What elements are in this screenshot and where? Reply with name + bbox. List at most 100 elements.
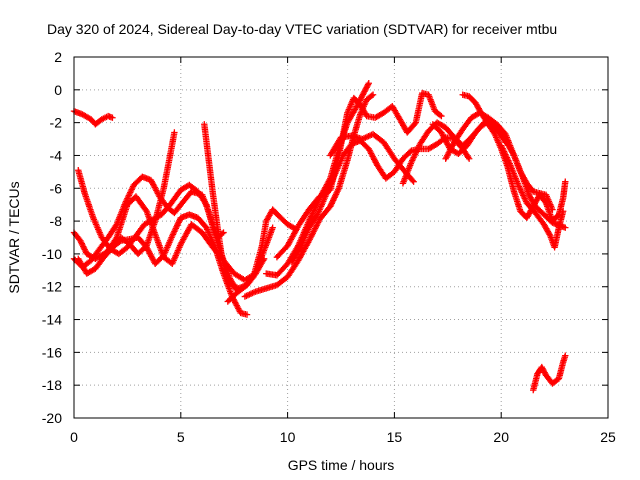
data-point-run	[409, 142, 423, 164]
data-point-run	[90, 216, 105, 240]
data-point-run	[479, 112, 491, 127]
data-point-run	[543, 201, 556, 223]
data-point	[410, 178, 417, 185]
data-point	[243, 311, 251, 318]
data-point-run	[405, 120, 418, 135]
data-point-run	[357, 102, 370, 118]
data-point	[562, 352, 569, 359]
data-point-run	[103, 235, 119, 256]
data-point-run	[277, 214, 290, 227]
plot-frame	[73, 56, 609, 419]
data-point	[171, 129, 178, 136]
data-point-run	[296, 207, 312, 228]
data-point-run	[189, 222, 205, 235]
data-point	[269, 224, 276, 231]
data-point-run	[209, 191, 221, 226]
data-point-run	[242, 274, 256, 289]
data-point-run	[328, 135, 344, 158]
data-point-run	[541, 222, 553, 238]
data-point-run	[366, 147, 380, 168]
data-point-run	[85, 266, 98, 276]
data-point-run	[556, 360, 566, 381]
y-tick-label: -2	[50, 115, 63, 131]
data-point-run	[93, 117, 104, 127]
data-point-run	[504, 165, 517, 194]
series-arc-1	[70, 107, 116, 128]
data-point-run	[195, 215, 209, 230]
data-point-run	[364, 92, 375, 102]
data-point-run	[511, 153, 526, 179]
y-tick-label: -20	[42, 410, 62, 426]
data-point-run	[533, 204, 546, 217]
data-point-run	[151, 212, 164, 222]
data-point-run	[75, 168, 88, 195]
data-point-run	[214, 222, 225, 256]
series-arc-10	[263, 80, 372, 279]
data-point-run	[490, 122, 504, 137]
data-point	[562, 224, 569, 231]
data-point-run	[550, 376, 561, 386]
data-point-run	[511, 189, 524, 213]
data-point-run	[323, 173, 338, 197]
data-point-run	[285, 224, 301, 248]
series-arc-9	[241, 91, 377, 300]
data-point-run	[167, 131, 178, 157]
data-point-run	[239, 310, 249, 318]
data-point-run	[358, 138, 371, 151]
data-point-run	[533, 211, 547, 227]
y-tick-label: -12	[42, 279, 62, 295]
y-tick-label: -10	[42, 246, 62, 262]
y-tick-label: -6	[50, 180, 63, 196]
y-axis-label: SDTVAR / TECUs	[6, 181, 22, 293]
data-point-run	[524, 201, 538, 215]
data-point-run	[451, 127, 466, 145]
data-point-run	[420, 90, 431, 98]
data-point-run	[159, 202, 173, 217]
data-point-run	[384, 169, 397, 181]
data-point-run	[400, 148, 414, 161]
data-point-run	[88, 247, 102, 263]
y-tick-labels: -20-18-16-14-12-10-8-6-4-202	[42, 49, 62, 426]
data-point-run	[105, 222, 119, 240]
data-point-run	[443, 125, 457, 140]
data-point-run	[531, 188, 542, 196]
data-point-run	[515, 183, 530, 205]
data-point-run	[117, 245, 130, 257]
data-point-run	[306, 212, 320, 230]
data-point-run	[539, 365, 549, 378]
data-point-run	[460, 115, 474, 131]
data-point-run	[135, 235, 149, 250]
x-tick-label: 0	[70, 429, 78, 445]
data-point-run	[100, 113, 110, 122]
data-point	[369, 91, 377, 98]
data-point-run	[178, 222, 194, 246]
data-point-run	[332, 153, 346, 177]
data-point-run	[461, 91, 471, 100]
data-point-run	[315, 193, 329, 217]
data-point-run	[502, 132, 517, 158]
data-point-run	[88, 117, 98, 127]
data-point-run	[82, 191, 96, 220]
data-point-run	[464, 130, 478, 148]
data-point-run	[306, 217, 323, 243]
series-arc-7	[201, 121, 276, 292]
data-point-run	[543, 193, 555, 212]
series-arc-13	[327, 130, 417, 185]
data-point-run	[336, 158, 351, 190]
data-point-run	[114, 203, 131, 240]
data-point-run	[93, 255, 107, 271]
data-point-run	[498, 143, 513, 166]
data-point-run	[295, 239, 312, 263]
series-arc-11	[273, 89, 445, 261]
data-point	[77, 237, 84, 244]
data-point-run	[371, 131, 386, 145]
data-point-run	[274, 243, 290, 260]
data-point-run	[169, 216, 184, 238]
x-tick-label: 10	[280, 429, 296, 445]
data-point-run	[133, 194, 149, 214]
data-point-run	[205, 157, 216, 195]
data-point-run	[435, 120, 448, 130]
data-point-run	[430, 122, 444, 135]
data-point-run	[373, 110, 386, 121]
